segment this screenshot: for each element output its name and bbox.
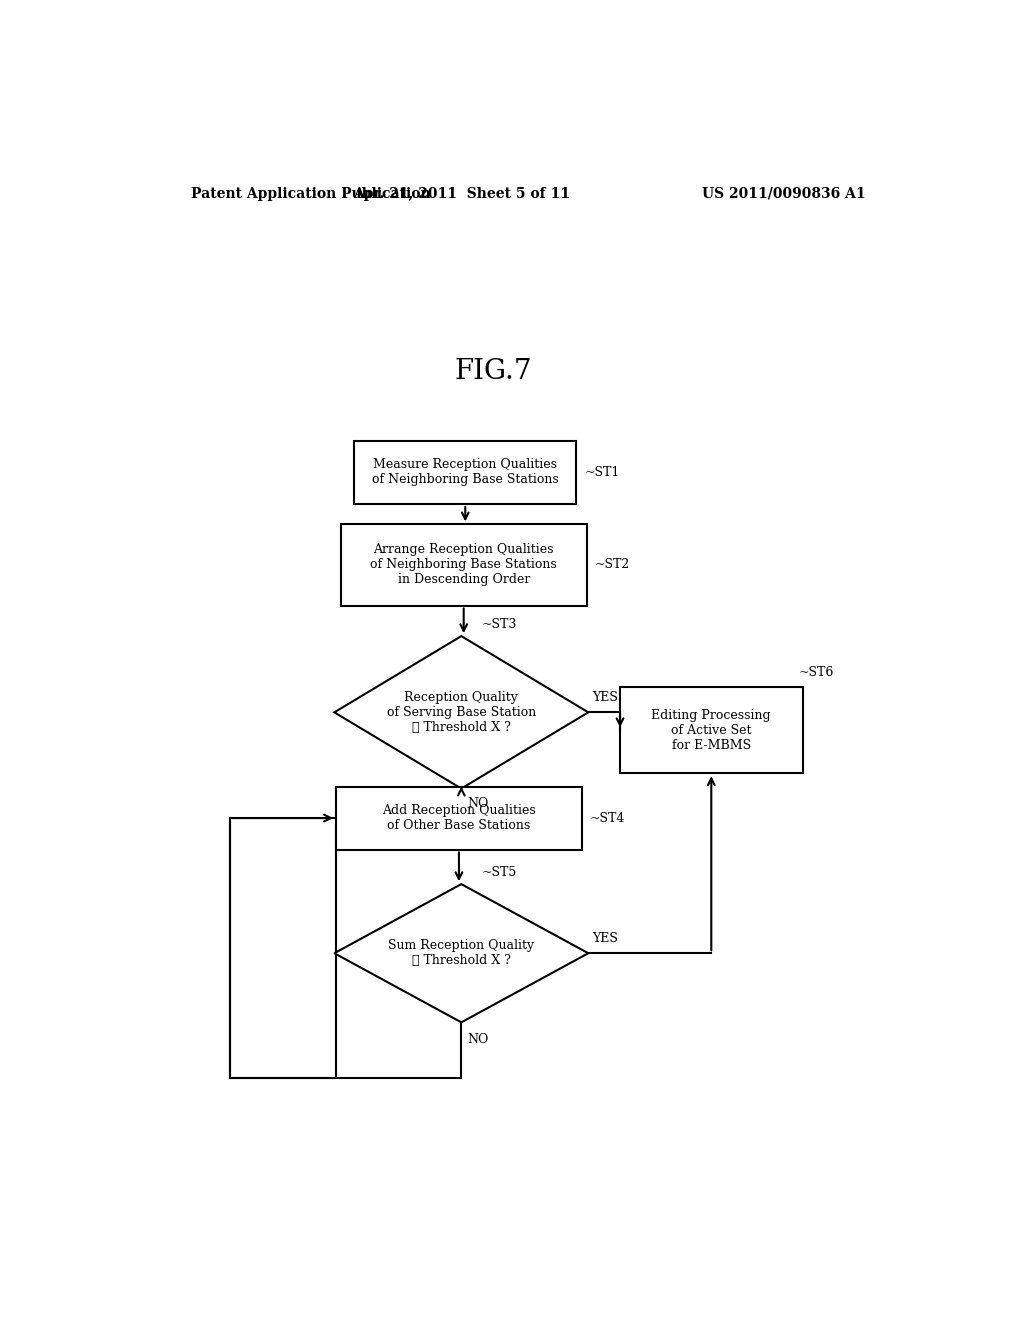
FancyBboxPatch shape: [341, 524, 587, 606]
Text: Sum Reception Quality
≧ Threshold X ?: Sum Reception Quality ≧ Threshold X ?: [388, 940, 535, 968]
Text: US 2011/0090836 A1: US 2011/0090836 A1: [702, 187, 866, 201]
Text: ~ST2: ~ST2: [595, 558, 630, 572]
FancyBboxPatch shape: [620, 686, 803, 774]
Text: NO: NO: [468, 797, 489, 809]
Polygon shape: [334, 636, 588, 788]
Text: NO: NO: [468, 1032, 489, 1045]
Text: ~ST1: ~ST1: [585, 466, 620, 479]
Text: ~ST6: ~ST6: [799, 665, 834, 678]
Text: Arrange Reception Qualities
of Neighboring Base Stations
in Descending Order: Arrange Reception Qualities of Neighbori…: [371, 544, 557, 586]
Text: ~ST4: ~ST4: [590, 812, 626, 825]
Text: Reception Quality
of Serving Base Station
≧ Threshold X ?: Reception Quality of Serving Base Statio…: [387, 690, 536, 734]
Text: Patent Application Publication: Patent Application Publication: [191, 187, 431, 201]
Text: FIG.7: FIG.7: [455, 358, 531, 385]
Text: YES: YES: [592, 692, 618, 704]
Polygon shape: [334, 884, 588, 1022]
FancyBboxPatch shape: [336, 787, 582, 850]
Text: ~ST3: ~ST3: [481, 618, 516, 631]
Text: Apr. 21, 2011  Sheet 5 of 11: Apr. 21, 2011 Sheet 5 of 11: [353, 187, 569, 201]
Text: Measure Reception Qualities
of Neighboring Base Stations: Measure Reception Qualities of Neighbori…: [372, 458, 559, 487]
Text: Add Reception Qualities
of Other Base Stations: Add Reception Qualities of Other Base St…: [382, 804, 536, 832]
FancyBboxPatch shape: [354, 441, 577, 504]
Text: Editing Processing
of Active Set
for E-MBMS: Editing Processing of Active Set for E-M…: [651, 709, 771, 751]
Text: YES: YES: [592, 932, 618, 945]
Text: ~ST5: ~ST5: [481, 866, 516, 879]
